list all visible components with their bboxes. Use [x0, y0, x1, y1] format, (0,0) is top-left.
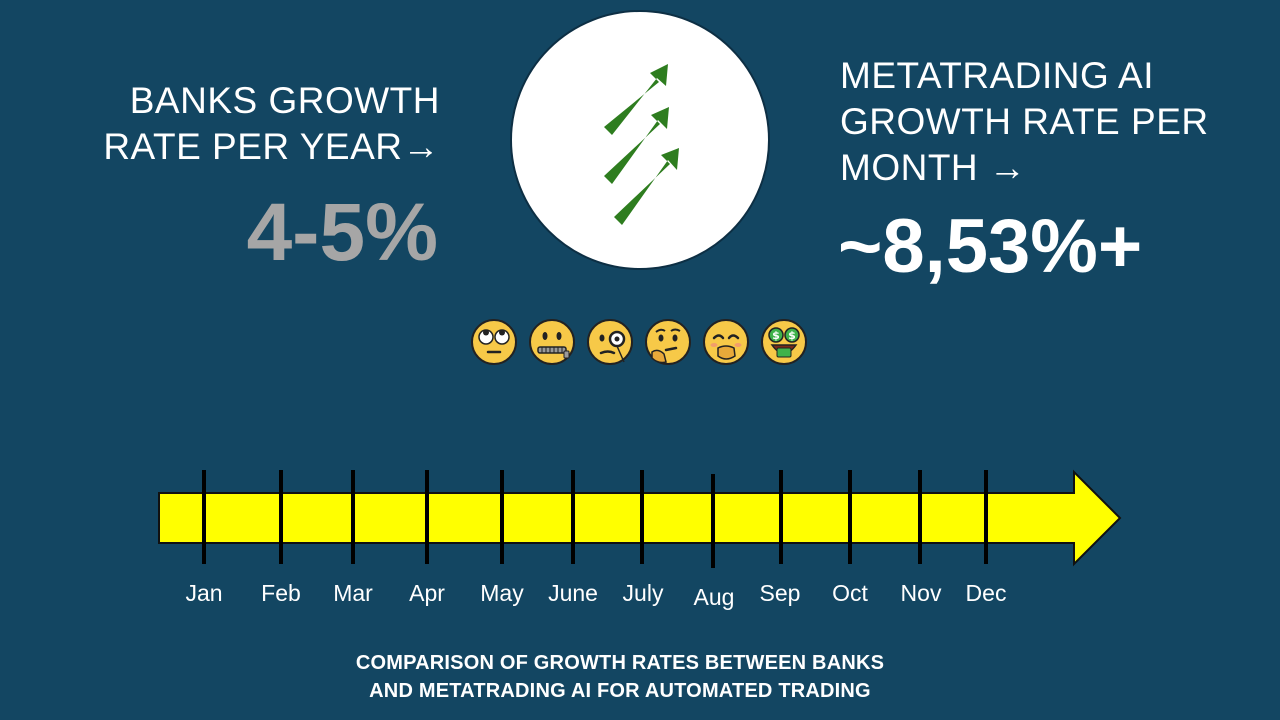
month-label-jan: Jan [185, 580, 223, 606]
timeline-arrow-body [158, 469, 1122, 567]
month-label-dec: Dec [965, 580, 1007, 606]
month-label-july: July [622, 580, 664, 606]
month-label-mar: Mar [333, 580, 373, 606]
caption: COMPARISON OF GROWTH RATES BETWEEN BANKS… [0, 649, 1240, 705]
month-label-sep: Sep [759, 580, 801, 606]
emoji-row: $ $ [470, 318, 808, 366]
month-label-may: May [480, 580, 524, 606]
banks-heading-line2: RATE PER YEAR→ [103, 126, 440, 167]
zipper-mouth-face-icon [529, 319, 575, 365]
month-label-oct: Oct [832, 580, 868, 606]
banks-growth-value: 4-5% [246, 187, 438, 278]
growth-arrows-icon [604, 64, 679, 225]
banks-heading: BANKS GROWTH RATE PER YEAR→ [20, 78, 440, 170]
svg-text:$: $ [788, 329, 796, 342]
timeline-ticks [202, 470, 988, 568]
metatrading-heading-line2: GROWTH RATE PER [840, 101, 1209, 142]
metatrading-heading: METATRADING AI GROWTH RATE PER MONTH → [840, 53, 1260, 191]
caption-line1: COMPARISON OF GROWTH RATES BETWEEN BANKS [355, 652, 885, 674]
month-label-apr: Apr [409, 580, 445, 606]
month-label-nov: Nov [900, 580, 942, 606]
month-label-aug: Aug [693, 584, 735, 610]
face-with-hand-over-mouth-icon [703, 319, 749, 365]
face-with-rolling-eyes-icon [471, 319, 517, 365]
money-mouth-face-icon: $ $ [761, 319, 807, 365]
banks-heading-line1: BANKS GROWTH [129, 80, 440, 121]
timeline-arrow [158, 469, 1122, 568]
svg-text:$: $ [772, 329, 780, 342]
caption-line2: AND METATRADING AI FOR AUTOMATED TRADING [369, 680, 871, 702]
month-label-june: June [548, 580, 598, 606]
face-with-monocle-icon [587, 319, 633, 365]
metatrading-heading-line1: METATRADING AI [840, 55, 1154, 96]
month-label-feb: Feb [261, 580, 301, 606]
metatrading-heading-line3: MONTH → [840, 147, 1027, 188]
logo-circle [510, 10, 770, 270]
metatrading-growth-value: ~8,53%+ [838, 204, 1143, 289]
thinking-face-icon [645, 319, 691, 365]
